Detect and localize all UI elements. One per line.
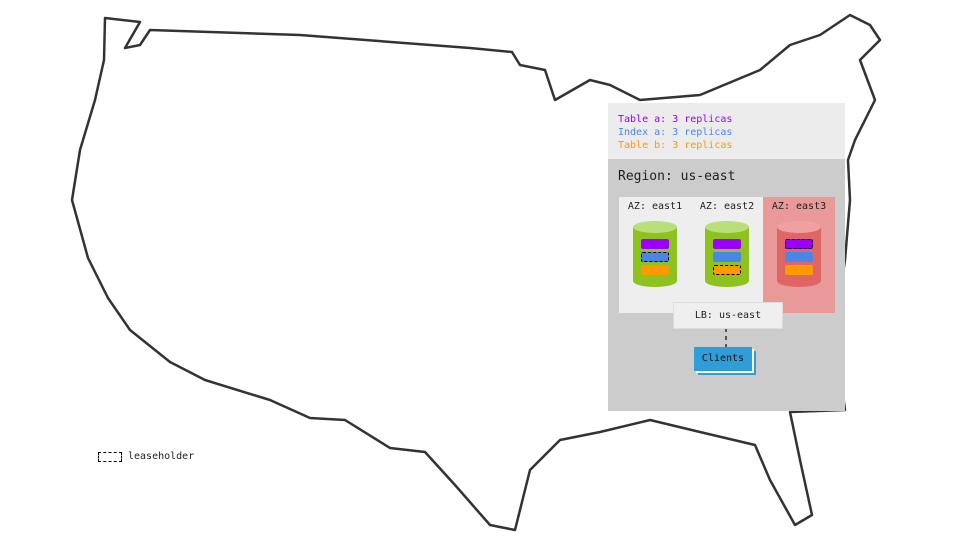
dashed-box-icon — [98, 451, 122, 462]
database-icon — [633, 221, 677, 287]
replica-index-a — [785, 252, 813, 262]
az-label: AZ: east2 — [699, 201, 755, 212]
legend-index-a: Index a: 3 replicas — [618, 127, 733, 138]
az-east3: AZ: east3 — [763, 197, 835, 313]
az-east1: AZ: east1 — [619, 197, 691, 313]
replica-table-b — [785, 265, 813, 275]
az-label: AZ: east1 — [627, 201, 683, 212]
legend-table-b: Table b: 3 replicas — [618, 140, 733, 151]
leaseholder-label: leaseholder — [128, 451, 195, 462]
region-title: Region: us-east — [618, 169, 736, 184]
replica-table-b-leaseholder — [713, 265, 741, 275]
replica-table-b — [641, 265, 669, 275]
legend-table-a: Table a: 3 replicas — [618, 114, 733, 125]
replica-index-a-leaseholder — [641, 252, 669, 262]
load-balancer: LB: us-east — [673, 302, 783, 329]
az-east2: AZ: east2 — [691, 197, 763, 313]
clients: Clients — [694, 347, 752, 371]
replica-table-a — [713, 239, 741, 249]
replica-legend: Table a: 3 replicas Index a: 3 replicas … — [608, 103, 845, 159]
replica-index-a — [713, 252, 741, 262]
replica-table-a — [641, 239, 669, 249]
region-us-east: Region: us-east AZ: east1 AZ: east2 AZ: … — [608, 159, 845, 411]
database-icon — [777, 221, 821, 287]
replica-table-a-leaseholder — [785, 239, 813, 249]
database-icon — [705, 221, 749, 287]
az-label: AZ: east3 — [771, 201, 827, 212]
leaseholder-key: leaseholder — [98, 451, 194, 462]
